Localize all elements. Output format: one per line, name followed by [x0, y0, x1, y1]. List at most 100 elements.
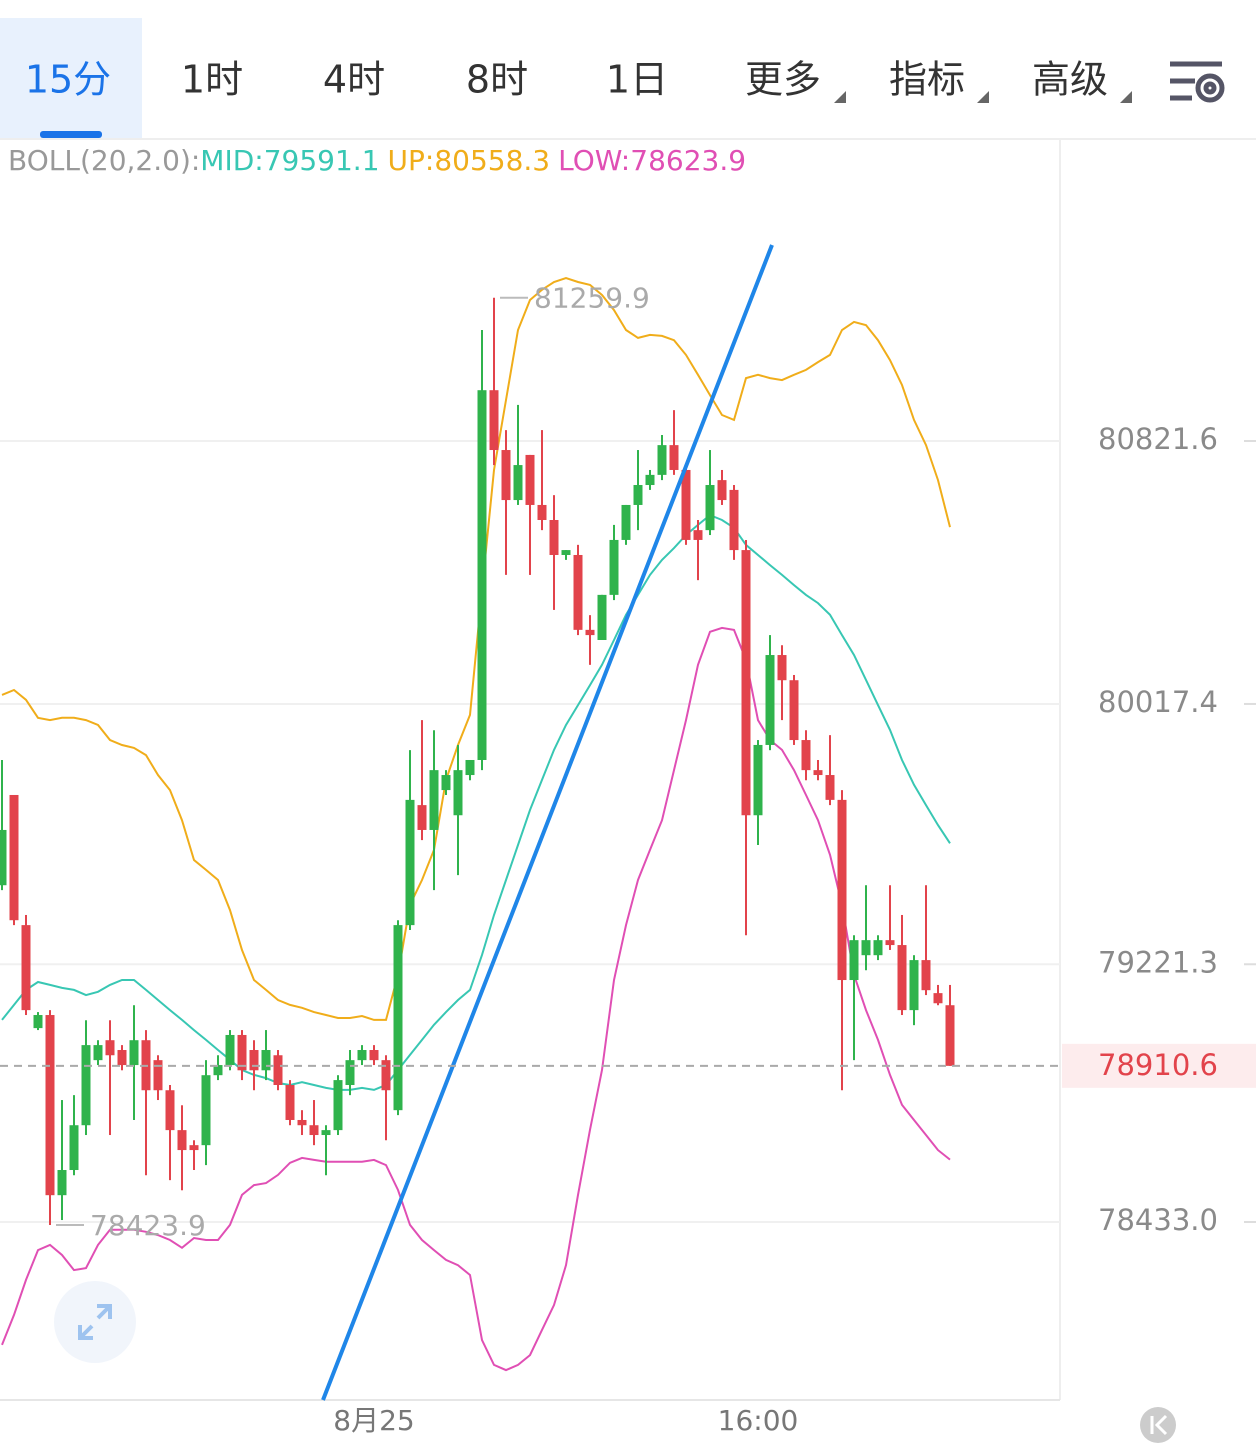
legend-name: UP:	[388, 144, 435, 177]
y-tick-label: 79221.3	[1098, 945, 1218, 979]
candle-body	[657, 445, 667, 475]
candle-body	[369, 1050, 379, 1061]
candle-body	[561, 550, 571, 555]
candle-body	[417, 805, 427, 830]
max-label: 81259.9	[534, 282, 650, 315]
expand-icon	[78, 1304, 112, 1340]
candle-body	[885, 940, 895, 946]
candle-body	[117, 1050, 127, 1066]
candle-body	[801, 740, 811, 771]
legend-value: 79591.1	[264, 144, 380, 177]
last-price-box	[1062, 1043, 1256, 1088]
candle-body	[849, 940, 859, 981]
dropdown-arrow	[977, 91, 989, 103]
candle-body	[357, 1050, 367, 1061]
indicator-legend: BOLL(20,2.0):MID:79591.1 UP:80558.3 LOW:78…	[8, 144, 746, 177]
candle-body	[57, 1170, 67, 1196]
candle-body	[189, 1145, 199, 1151]
legend-name: MID:	[200, 144, 263, 177]
icon-gear	[1195, 73, 1225, 103]
bands	[1, 276, 951, 1372]
candle-body	[837, 799, 847, 981]
band-line	[1, 276, 951, 1021]
candle-body	[609, 539, 619, 595]
candle-body	[273, 1055, 283, 1085]
candle-body	[573, 554, 583, 630]
candle-body	[225, 1034, 235, 1066]
expand-button[interactable]	[54, 1281, 136, 1363]
candle-body	[81, 1045, 91, 1126]
labels: 80821.6 80017.4 79221.3 78433.0 8月25 16:00 812…	[0, 282, 1256, 1437]
candle-body	[741, 550, 751, 816]
tab[interactable]: 15分	[25, 58, 111, 102]
scroll-latest-icon	[1150, 1414, 1168, 1436]
candle-body	[21, 925, 31, 1011]
candle-body	[429, 770, 439, 830]
candle-body	[9, 794, 19, 921]
candle-body	[777, 655, 787, 681]
dropdown-arrow	[834, 91, 846, 103]
active-tab-bg	[0, 18, 142, 138]
candle-body	[597, 594, 607, 640]
settings-icon[interactable]	[1170, 61, 1225, 103]
candle-body	[165, 1090, 175, 1131]
candle-body	[501, 450, 511, 501]
candle-body	[861, 940, 871, 956]
candle-body	[945, 1005, 955, 1066]
trend-line[interactable]	[321, 244, 774, 1401]
candle-body	[633, 485, 643, 505]
tab[interactable]: 1日	[606, 58, 668, 102]
candle-body	[669, 445, 679, 470]
y-tick-label: 80821.6	[1098, 422, 1218, 456]
candle-body	[897, 945, 907, 1011]
candle-body	[69, 1125, 79, 1171]
x-tick-label: 16:00	[718, 1404, 799, 1437]
candles	[0, 297, 955, 1225]
candle-body	[477, 390, 487, 760]
min-label: 78423.9	[90, 1209, 206, 1242]
candle-body	[405, 799, 415, 926]
candle-body	[465, 759, 475, 776]
candle-body	[909, 960, 919, 1011]
tab[interactable]: 4时	[323, 58, 385, 102]
candle-body	[105, 1040, 115, 1056]
candle-body	[333, 1080, 343, 1131]
tab[interactable]: 高级	[1032, 58, 1108, 102]
candle-body	[729, 489, 739, 551]
candle-body	[321, 1130, 331, 1136]
candle-body	[813, 770, 823, 776]
candle-body	[93, 1045, 103, 1061]
candle-body	[765, 655, 775, 745]
candle-body	[645, 474, 655, 486]
candle-body	[621, 504, 631, 540]
candle-body	[705, 485, 715, 531]
candle-body	[537, 504, 547, 521]
band-line	[1, 513, 951, 1091]
candle-body	[441, 775, 451, 791]
candle-body	[261, 1050, 271, 1071]
legend-value: 80558.3	[434, 144, 550, 177]
grid	[0, 440, 1256, 1223]
candle-body	[297, 1119, 307, 1126]
candle-body	[453, 770, 463, 816]
y-tick-label: 78433.0	[1098, 1203, 1218, 1237]
indicator-name: BOLL(20,2.0):	[8, 144, 200, 177]
tab[interactable]: 8时	[466, 58, 528, 102]
candle-body	[381, 1060, 391, 1091]
candle-body	[753, 744, 763, 816]
candle-body	[177, 1130, 187, 1151]
tab[interactable]: 1时	[181, 58, 243, 102]
candle-body	[489, 390, 499, 451]
candle-body	[153, 1060, 163, 1091]
candle-body	[393, 925, 403, 1111]
legend-name: LOW:	[558, 144, 630, 177]
tab[interactable]: 更多	[745, 58, 821, 102]
candle-body	[681, 469, 691, 540]
legend-value: 78623.9	[630, 144, 746, 177]
candle-body	[237, 1034, 247, 1071]
candle-body	[45, 1015, 55, 1196]
tab[interactable]: 指标	[889, 58, 965, 102]
candle-body	[345, 1060, 355, 1085]
candle-body	[513, 465, 523, 501]
active-tab-indicator	[40, 131, 102, 138]
